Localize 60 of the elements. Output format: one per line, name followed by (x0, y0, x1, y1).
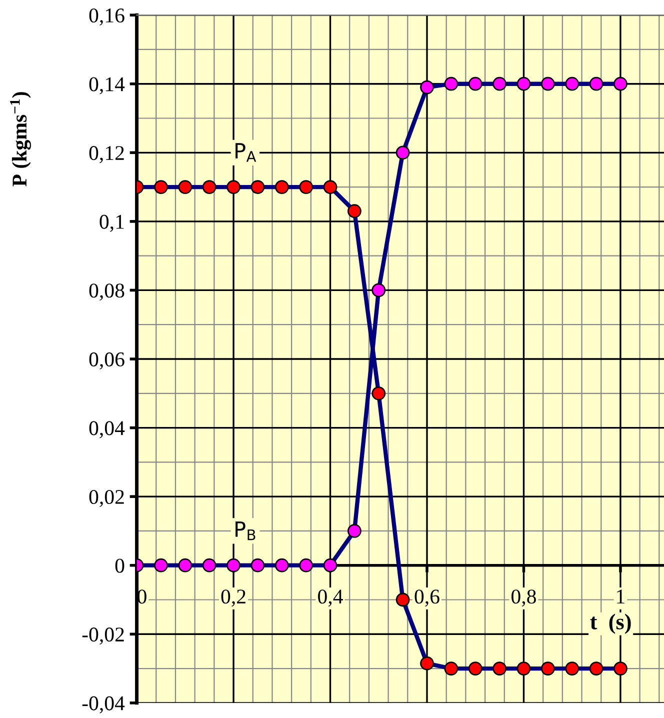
y-tick-label: -0,02 (82, 628, 124, 645)
point (444, 662, 458, 676)
point (516, 76, 531, 91)
point (347, 204, 362, 218)
point (299, 558, 314, 572)
point (565, 76, 580, 91)
point (323, 558, 338, 572)
series-label: P$_{A}$ (236, 143, 256, 162)
y-tick-label: 0,1 (100, 214, 124, 232)
point (396, 592, 410, 607)
point (299, 180, 314, 194)
point (565, 662, 580, 676)
y-tick-label: 0,08 (89, 284, 124, 301)
point (444, 76, 458, 91)
series-label: P$_{B}$ (236, 522, 256, 540)
point (396, 146, 410, 160)
y-tick-label: 0,06 (89, 352, 124, 370)
x-tick-label: 0,4 (318, 590, 343, 607)
point (372, 283, 386, 298)
point (468, 662, 482, 676)
point (589, 76, 604, 91)
point (154, 558, 168, 572)
x-axis-title: t (s) (590, 614, 631, 634)
x-tick-label: 0,8 (512, 590, 536, 607)
point (178, 180, 192, 194)
point (540, 76, 555, 91)
point (468, 76, 482, 91)
y-tick-label: 0 (115, 558, 124, 573)
point (614, 76, 628, 91)
point (614, 662, 628, 676)
point (274, 558, 289, 572)
point (347, 524, 362, 538)
y-axis-title: P (kgms$^{−1}$) (10, 92, 32, 186)
point (178, 558, 192, 572)
point (226, 180, 240, 194)
point (492, 662, 506, 676)
y-tick-label: 0,12 (89, 146, 124, 164)
point (420, 80, 434, 94)
point (250, 558, 265, 572)
point (492, 76, 506, 91)
point (516, 662, 531, 676)
x-tick-label: 1 (617, 590, 624, 604)
point (589, 662, 604, 676)
point (202, 558, 216, 572)
y-tick-label: 0,02 (89, 490, 124, 507)
y-tick-label: -0,04 (82, 696, 125, 714)
point (226, 558, 240, 572)
x-tick-label: 0,2 (221, 590, 246, 607)
point (420, 656, 434, 670)
point (540, 662, 555, 676)
y-tick-label: 0,14 (89, 77, 125, 94)
point (250, 180, 265, 194)
point (372, 386, 386, 400)
x-tick-label: 0,6 (414, 590, 440, 607)
point (154, 180, 168, 194)
point (323, 180, 338, 194)
y-tick-label: 0,16 (89, 8, 124, 26)
y-tick-label: 0,04 (89, 421, 125, 438)
point (202, 180, 216, 194)
point (274, 180, 289, 194)
